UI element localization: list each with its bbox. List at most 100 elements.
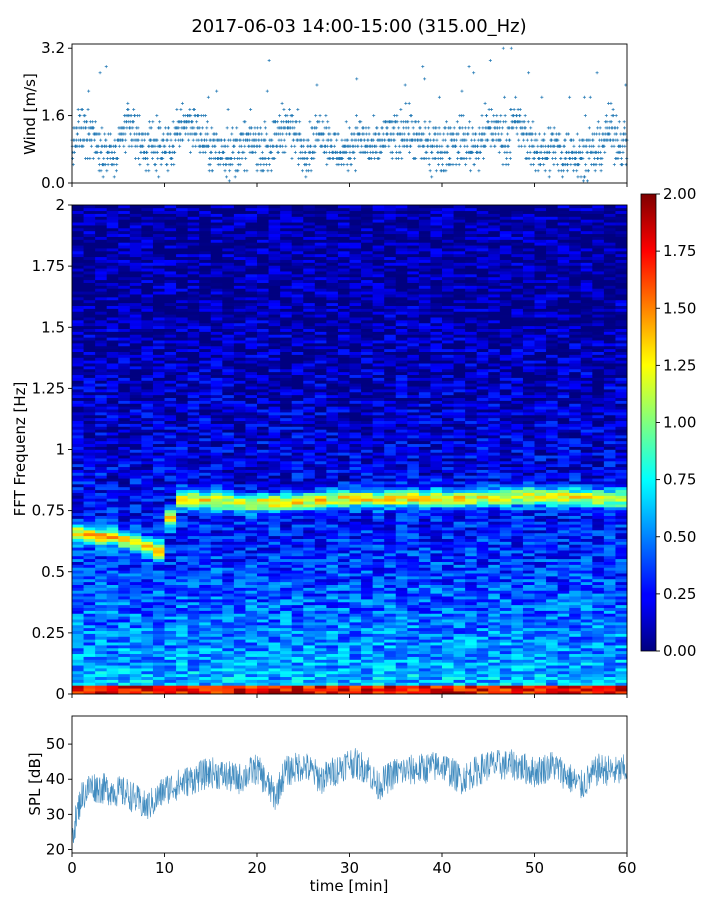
heatmap-cell [442, 604, 454, 609]
heatmap-cell [580, 601, 593, 606]
heatmap-cell [557, 576, 570, 580]
heatmap-cell [187, 650, 200, 655]
heatmap-cell [337, 647, 350, 652]
heatmap-cell [280, 650, 293, 655]
heatmap-cell [106, 673, 119, 678]
heatmap-cell [546, 599, 559, 603]
heatmap-cell [361, 670, 374, 675]
wind-point [98, 132, 102, 136]
heatmap-cell [303, 532, 316, 537]
heatmap-cell [361, 688, 374, 692]
heatmap-cell [592, 619, 605, 623]
wind-point [326, 120, 330, 124]
heatmap-cell [430, 512, 443, 516]
heatmap-cell [615, 509, 628, 514]
heatmap-cell [152, 584, 165, 588]
heatmap-cell [592, 676, 605, 680]
heatmap-cell [603, 504, 616, 508]
heatmap-cell [187, 535, 200, 539]
heatmap-cell [176, 639, 189, 643]
wind-point [460, 89, 464, 93]
heatmap-cell [476, 578, 489, 583]
heatmap-cell [407, 650, 420, 655]
wind-point [397, 144, 401, 148]
heatmap-cell [176, 682, 189, 686]
heatmap-cell [314, 653, 327, 657]
heatmap-cell [187, 532, 200, 537]
heatmap-cell [187, 584, 200, 588]
wind-point [295, 120, 299, 124]
heatmap-cell [129, 515, 142, 519]
heatmap-cell [337, 676, 350, 680]
heatmap-cell [418, 636, 431, 640]
heatmap-cell [314, 679, 327, 683]
heatmap-cell [176, 688, 189, 692]
heatmap-cell [465, 524, 478, 528]
wind-point [468, 120, 472, 124]
heatmap-cell [361, 659, 374, 663]
heatmap-cell [233, 679, 246, 683]
wind-point [582, 179, 586, 183]
wind-point [260, 150, 264, 154]
heatmap-cell [546, 619, 559, 623]
heatmap-cell [233, 504, 246, 508]
heatmap-cell [72, 521, 84, 525]
heatmap-cell [465, 530, 478, 534]
heatmap-cell [569, 564, 582, 568]
wind-point [248, 132, 252, 136]
heatmap-cell [129, 679, 142, 683]
wind-point [480, 114, 484, 118]
heatmap-cell [187, 636, 200, 640]
heatmap-cell [337, 581, 350, 585]
heatmap-cell [592, 553, 605, 557]
heatmap-cell [141, 624, 154, 629]
wind-point [577, 144, 581, 148]
heatmap-cell [106, 679, 119, 683]
heatmap-cell [95, 512, 108, 516]
heatmap-cell [164, 527, 177, 531]
heatmap-cell [430, 564, 443, 568]
heatmap-cell [291, 530, 304, 534]
wind-point [126, 107, 130, 111]
heatmap-cell [164, 633, 177, 637]
heatmap-cell [407, 527, 420, 531]
heatmap-cell [257, 645, 269, 649]
heatmap-cell [72, 576, 84, 580]
heatmap-cell [233, 561, 246, 565]
wind-point [469, 169, 473, 173]
heatmap-cell [349, 538, 362, 542]
heatmap-cell [187, 593, 200, 597]
heatmap-cell [257, 524, 269, 528]
heatmap-cell [569, 688, 582, 692]
wind-point [508, 138, 512, 142]
heatmap-cell [511, 570, 524, 574]
heatmap-cell [430, 553, 443, 557]
heatmap-cell [268, 504, 281, 508]
heatmap-cell [72, 596, 84, 600]
heatmap-cell [418, 558, 431, 562]
wind-point [612, 163, 616, 167]
heatmap-cell [465, 647, 478, 652]
heatmap-cell [395, 685, 408, 689]
heatmap-cell [106, 578, 119, 583]
heatmap-cell [592, 558, 605, 562]
heatmap-cell [499, 524, 512, 528]
heatmap-cell [280, 601, 293, 606]
wind-point [370, 156, 374, 160]
heatmap-cell [222, 527, 235, 531]
heatmap-cell [118, 578, 131, 583]
heatmap-cell [603, 665, 616, 669]
heatmap-cell [268, 604, 281, 609]
heatmap-cell [569, 679, 582, 683]
heatmap-cell [280, 512, 293, 516]
heatmap-cell [72, 665, 84, 669]
heatmap-cell [233, 535, 246, 539]
heatmap-cell [176, 581, 189, 585]
heatmap-cell [72, 676, 84, 680]
wind-point [102, 156, 106, 160]
heatmap-cell [222, 656, 235, 660]
heatmap-cell [511, 593, 524, 597]
heatmap-cell [233, 541, 246, 545]
heatmap-cell [129, 607, 142, 611]
heatmap-cell [199, 642, 212, 646]
